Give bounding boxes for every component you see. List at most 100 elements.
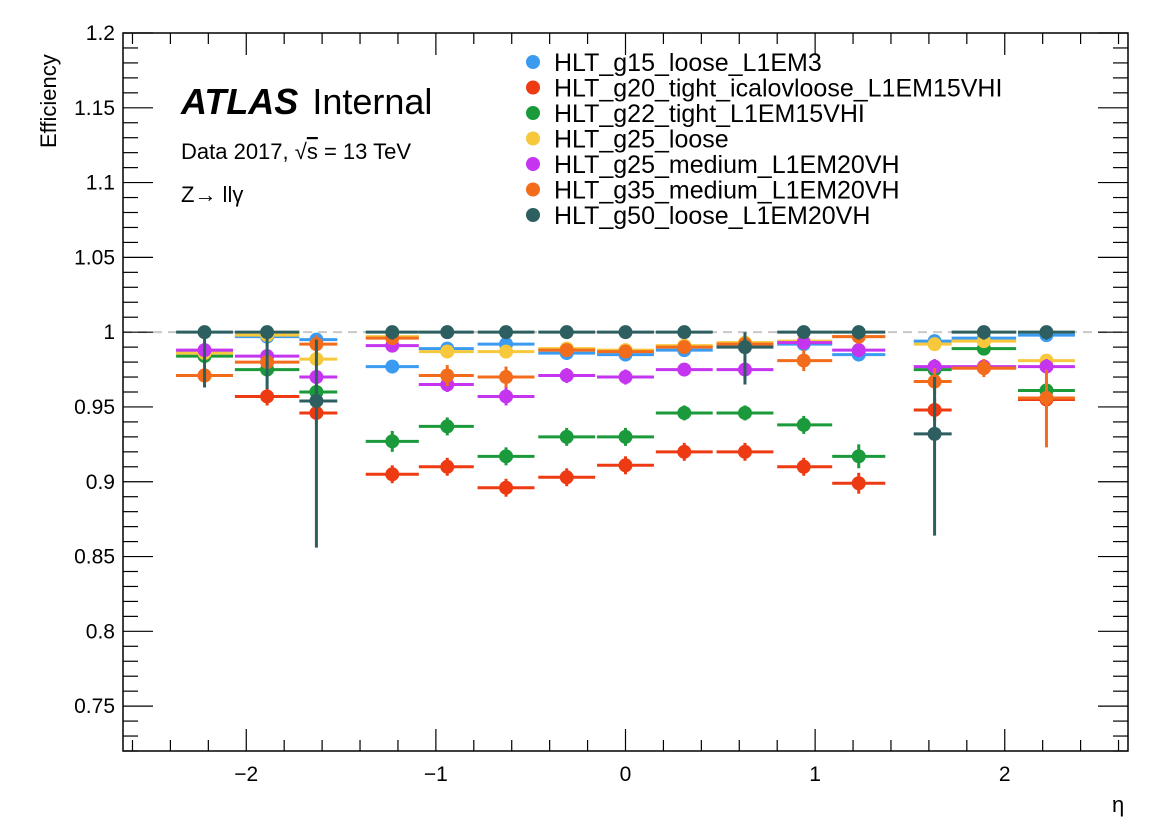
- data-point: [440, 344, 455, 359]
- x-tick-label: 0: [620, 763, 632, 786]
- data-point: [737, 405, 752, 420]
- data-point: [440, 325, 455, 340]
- data-point: [796, 325, 811, 340]
- data-point: [976, 361, 991, 376]
- data-point: [677, 362, 692, 377]
- data-point: [737, 340, 752, 355]
- data-point: [559, 429, 574, 444]
- data-point: [796, 459, 811, 474]
- data-point: [440, 419, 455, 434]
- legend-entry: HLT_g22_tight_L1EM15VHI: [554, 100, 865, 128]
- data-year-label: Data 2017,: [181, 139, 295, 164]
- data-point: [851, 476, 866, 491]
- y-tick-label: 1.1: [86, 172, 115, 195]
- data-point: [796, 335, 811, 350]
- data-point: [618, 458, 633, 473]
- x-tick-label: −2: [234, 763, 258, 786]
- y-tick-label: 0.95: [74, 396, 115, 419]
- data-point: [851, 325, 866, 340]
- data-point: [385, 359, 400, 374]
- plot-frame: [122, 32, 1129, 752]
- data-point: [618, 429, 633, 444]
- data-point: [499, 389, 514, 404]
- data-point: [1039, 359, 1054, 374]
- y-tick-label: 1: [103, 321, 115, 344]
- legend-marker: [526, 131, 540, 146]
- data-point: [618, 344, 633, 359]
- data-point: [677, 405, 692, 420]
- legend-marker: [526, 80, 540, 95]
- data-point: [677, 340, 692, 355]
- legend-entry: HLT_g25_loose: [554, 126, 729, 154]
- data-point: [1039, 390, 1054, 405]
- x-tick-label: 1: [809, 763, 821, 786]
- series-5: [176, 335, 1075, 406]
- legend-entry: HLT_g35_medium_L1EM20VH: [554, 177, 900, 205]
- data-point: [260, 325, 275, 340]
- x-tick-label: −1: [424, 763, 448, 786]
- legend-marker: [526, 182, 540, 197]
- data-point: [440, 459, 455, 474]
- y-tick-label: 0.75: [74, 695, 115, 718]
- y-tick-label: 1.05: [74, 246, 115, 269]
- data-point: [499, 449, 514, 464]
- y-tick-label: 0.85: [74, 546, 115, 569]
- data-point: [677, 325, 692, 340]
- data-point: [499, 480, 514, 495]
- data-point: [499, 325, 514, 340]
- data-point: [559, 368, 574, 383]
- data-point: [618, 325, 633, 340]
- legend-entry: HLT_g20_tight_icalovloose_L1EM15VHI: [554, 75, 1002, 103]
- data-point: [796, 353, 811, 368]
- data-point: [851, 343, 866, 358]
- data-point: [559, 325, 574, 340]
- data-point: [559, 343, 574, 358]
- data-point: [309, 393, 324, 408]
- x-tick-label: 2: [999, 763, 1011, 786]
- atlas-bold-label: ATLAS: [180, 81, 298, 122]
- data-point: [618, 370, 633, 385]
- legend-marker: [526, 55, 540, 69]
- y-tick-label: 1.15: [74, 97, 115, 120]
- legend-marker: [526, 106, 540, 120]
- sqrt-symbol: √: [295, 139, 308, 164]
- data-point: [976, 325, 991, 340]
- data-point: [499, 370, 514, 385]
- sqrt-s-label: s: [307, 139, 318, 164]
- energy-value-label: = 13 TeV: [318, 139, 411, 164]
- data-point: [851, 449, 866, 464]
- legend-entry: HLT_g15_loose_L1EM3: [554, 49, 822, 77]
- data-point: [440, 368, 455, 383]
- data-point: [796, 417, 811, 432]
- data-point: [927, 426, 942, 441]
- x-axis-title: η: [1112, 792, 1124, 817]
- data-energy-label: Data 2017, √s = 13 TeV: [181, 139, 411, 164]
- data-point: [385, 325, 400, 340]
- y-axis-title: Efficiency: [36, 54, 61, 148]
- series-7: [176, 325, 1075, 548]
- legend-marker: [526, 208, 540, 222]
- legend-entry: HLT_g25_medium_L1EM20VH: [554, 151, 900, 179]
- legend-entry: HLT_g50_loose_L1EM20VH: [554, 202, 870, 230]
- data-point: [559, 470, 574, 485]
- data-point: [737, 444, 752, 459]
- y-tick-label: 0.9: [86, 471, 115, 494]
- data-point: [1039, 325, 1054, 340]
- process-label: Z→ llγ: [181, 182, 243, 207]
- data-point: [197, 325, 212, 340]
- data-point: [677, 444, 692, 459]
- legend: HLT_g15_loose_L1EM3HLT_g20_tight_icalovl…: [526, 49, 1002, 230]
- data-point: [385, 434, 400, 449]
- legend-marker: [526, 157, 540, 171]
- data-point: [927, 337, 942, 352]
- y-tick-label: 0.8: [86, 620, 115, 643]
- data-point: [499, 344, 514, 359]
- atlas-internal-label: Internal: [312, 81, 432, 122]
- data-point: [927, 359, 942, 374]
- data-point: [260, 389, 275, 404]
- y-tick-label: 1.2: [86, 22, 115, 45]
- data-point: [385, 467, 400, 482]
- atlas-label: ATLAS Internal: [180, 81, 432, 122]
